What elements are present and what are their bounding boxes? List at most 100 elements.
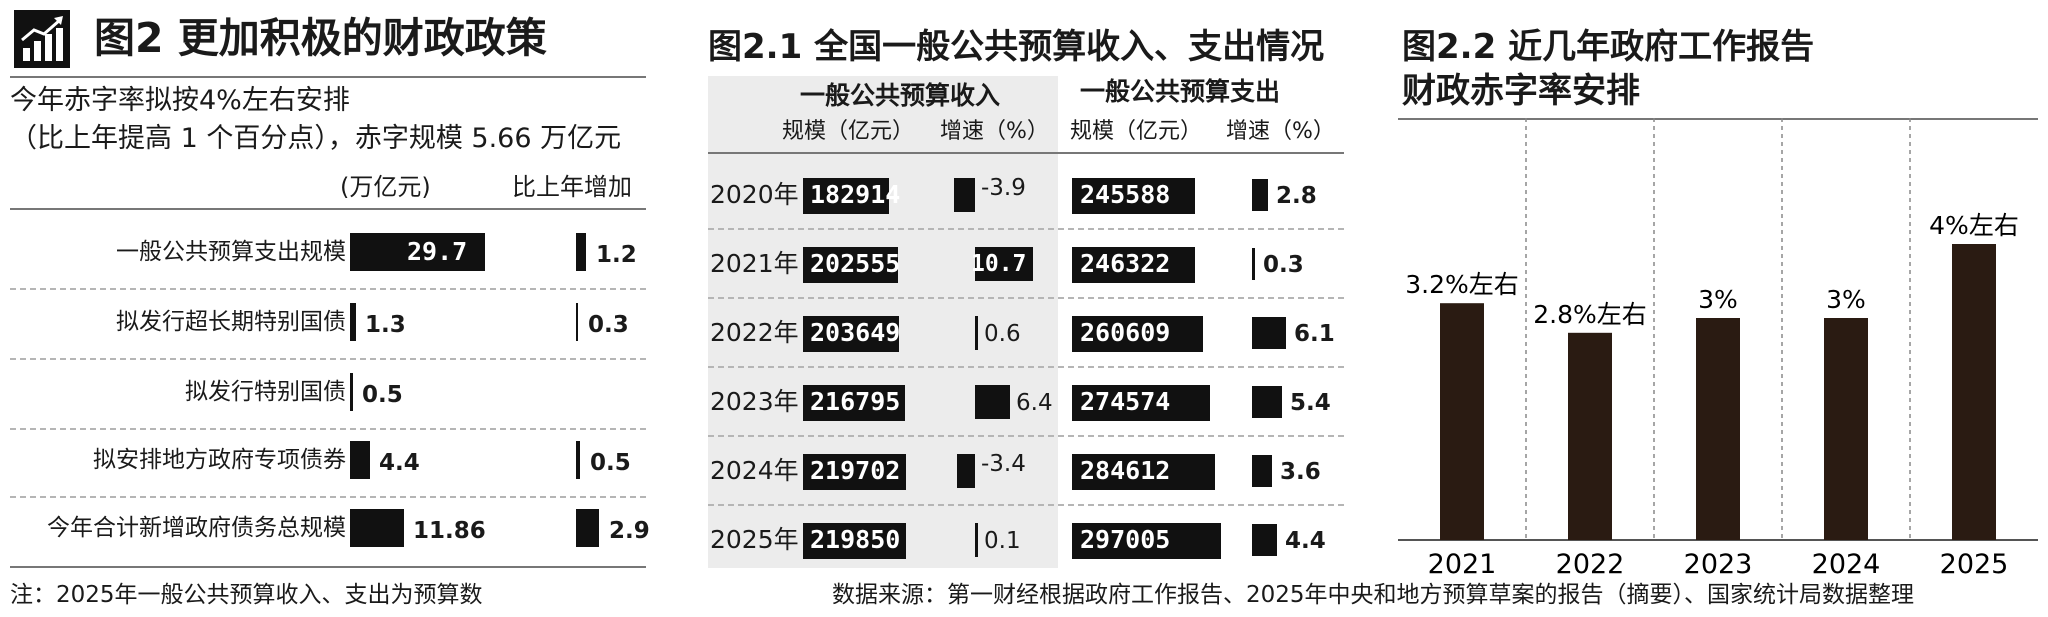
deficit-bar bbox=[1824, 318, 1868, 540]
category-label: 今年合计新增政府债务总规模 bbox=[47, 515, 346, 541]
expense-scale-bar bbox=[1072, 384, 1210, 421]
year-tick-label: 2025 bbox=[1940, 549, 2009, 578]
panel1-bottom-rule bbox=[10, 566, 646, 568]
category-label: 拟发行超长期特别国债 bbox=[116, 309, 346, 335]
deficit-value-label: 3% bbox=[1826, 285, 1866, 314]
income-scale-label: 203649 bbox=[810, 317, 901, 347]
income-growth-bar bbox=[975, 384, 1010, 419]
row-divider bbox=[708, 435, 1344, 437]
expense-scale-label: 245588 bbox=[1080, 179, 1171, 209]
income-scale-label: 219702 bbox=[810, 455, 901, 485]
increase-bar bbox=[576, 441, 580, 479]
panel3-title-line1: 图2.2 近几年政府工作报告 bbox=[1402, 27, 1815, 67]
income-scale-label: 202555 bbox=[810, 248, 901, 278]
year-label: 2021年 bbox=[710, 248, 799, 278]
value-bar bbox=[350, 233, 485, 271]
panel1-title: 图2 更加积极的财政政策 bbox=[94, 14, 547, 62]
income-scale-label: 182914 bbox=[810, 179, 901, 209]
expense-growth-bar bbox=[1252, 178, 1268, 211]
expense-scale-bar bbox=[1072, 522, 1221, 559]
income-growth-label: 6.4 bbox=[1016, 389, 1053, 416]
deficit-bar bbox=[1568, 332, 1612, 540]
value-bar bbox=[350, 509, 404, 547]
category-label: 一般公共预算支出规模 bbox=[116, 239, 346, 265]
value-bar bbox=[350, 303, 356, 341]
deficit-bar bbox=[1696, 318, 1740, 540]
value-bar bbox=[350, 441, 370, 479]
deficit-value-label: 3% bbox=[1698, 285, 1738, 314]
income-scale-bar bbox=[803, 177, 889, 214]
income-growth-label: 0.6 bbox=[984, 320, 1021, 347]
increase-bar bbox=[576, 303, 578, 341]
deficit-rate-chart: 3.2%左右 2021 2.8%左右 2022 3% 2023 3% 2024 4%左右 2025 bbox=[1398, 118, 2038, 578]
panel1-header-rule bbox=[10, 208, 646, 210]
panel1-note: 注：2025年一般公共预算收入、支出为预算数 bbox=[10, 582, 483, 608]
year-label: 2020年 bbox=[710, 179, 799, 209]
row-divider bbox=[10, 358, 646, 360]
income-scale-bar bbox=[803, 453, 906, 490]
panel2-title: 图2.1 全国一般公共预算收入、支出情况 bbox=[708, 27, 1325, 67]
income-growth-bar bbox=[975, 522, 978, 557]
income-scale-label: 规模（亿元） bbox=[782, 119, 915, 144]
expense-growth-label: 6.1 bbox=[1294, 320, 1335, 347]
expense-scale-label: 规模（亿元） bbox=[1070, 119, 1203, 144]
year-label: 2025年 bbox=[710, 524, 799, 554]
expense-growth-bar bbox=[1252, 523, 1277, 556]
expense-growth-bar bbox=[1252, 247, 1255, 280]
income-growth-label: 增速（%） bbox=[940, 119, 1049, 144]
expense-growth-label: 4.4 bbox=[1285, 527, 1326, 554]
deficit-value-label: 2.8%左右 bbox=[1533, 300, 1647, 329]
income-growth-label: 0.1 bbox=[984, 527, 1021, 554]
row-divider bbox=[708, 504, 1344, 506]
income-scale-label: 216795 bbox=[810, 386, 901, 416]
expense-growth-label: 增速（%） bbox=[1226, 119, 1335, 144]
income-growth-label: -3.4 bbox=[981, 450, 1026, 477]
unit-header: (万亿元) bbox=[340, 173, 431, 201]
expense-growth-label: 2.8 bbox=[1276, 182, 1317, 209]
row-divider bbox=[708, 228, 1344, 230]
value-label: 29.7 bbox=[407, 237, 468, 266]
expense-scale-label: 284612 bbox=[1080, 455, 1171, 485]
deficit-bar bbox=[1952, 244, 1996, 540]
expense-scale-bar bbox=[1072, 177, 1195, 214]
income-scale-bar bbox=[803, 315, 899, 352]
panel2-source: 数据来源：第一财经根据政府工作报告、2025年中央和地方预算草案的报告（摘要）、… bbox=[832, 582, 1915, 608]
increase-label: 0.5 bbox=[590, 450, 631, 476]
panel3-top-rule bbox=[1398, 118, 2038, 120]
row-divider bbox=[10, 288, 646, 290]
year-tick-label: 2021 bbox=[1428, 549, 1497, 578]
income-scale-label: 219850 bbox=[810, 524, 901, 554]
income-growth-bar bbox=[957, 453, 975, 488]
year-label: 2022年 bbox=[710, 317, 799, 347]
value-label: 11.86 bbox=[413, 518, 486, 544]
expense-growth-bar bbox=[1252, 385, 1282, 418]
increase-label: 2.9 bbox=[609, 518, 650, 544]
expense-header: 一般公共预算支出 bbox=[1080, 77, 1281, 106]
increase-header: 比上年增加 bbox=[512, 173, 632, 201]
expense-scale-bar bbox=[1072, 453, 1215, 490]
panel1-subtitle-2: （比上年提高 1 个百分点），赤字规模 5.66 万亿元 bbox=[10, 123, 622, 154]
panel1-subtitle-1: 今年赤字率拟按4%左右安排 bbox=[10, 85, 350, 116]
panel2-header-rule bbox=[708, 152, 1344, 154]
value-bar bbox=[350, 373, 353, 411]
expense-scale-bar bbox=[1072, 246, 1195, 283]
year-tick-label: 2023 bbox=[1684, 549, 1753, 578]
row-divider bbox=[10, 496, 646, 498]
year-tick-label: 2024 bbox=[1812, 549, 1881, 578]
expense-scale-label: 260609 bbox=[1080, 317, 1171, 347]
panel3-title-line2: 财政赤字率安排 bbox=[1402, 71, 1640, 111]
expense-scale-label: 297005 bbox=[1080, 524, 1171, 554]
panel1-title-rule bbox=[10, 76, 646, 78]
income-growth-label: -3.9 bbox=[981, 174, 1026, 201]
year-label: 2024年 bbox=[710, 455, 799, 485]
deficit-bar bbox=[1440, 303, 1484, 540]
deficit-value-label: 4%左右 bbox=[1929, 211, 2019, 240]
value-label: 4.4 bbox=[379, 450, 420, 476]
expense-growth-label: 3.6 bbox=[1280, 458, 1321, 485]
income-scale-bar bbox=[803, 384, 905, 421]
expense-growth-label: 0.3 bbox=[1263, 251, 1304, 278]
expense-growth-bar bbox=[1252, 454, 1272, 487]
expense-scale-label: 246322 bbox=[1080, 248, 1171, 278]
category-label: 拟发行特别国债 bbox=[185, 379, 346, 405]
expense-growth-label: 5.4 bbox=[1290, 389, 1331, 416]
